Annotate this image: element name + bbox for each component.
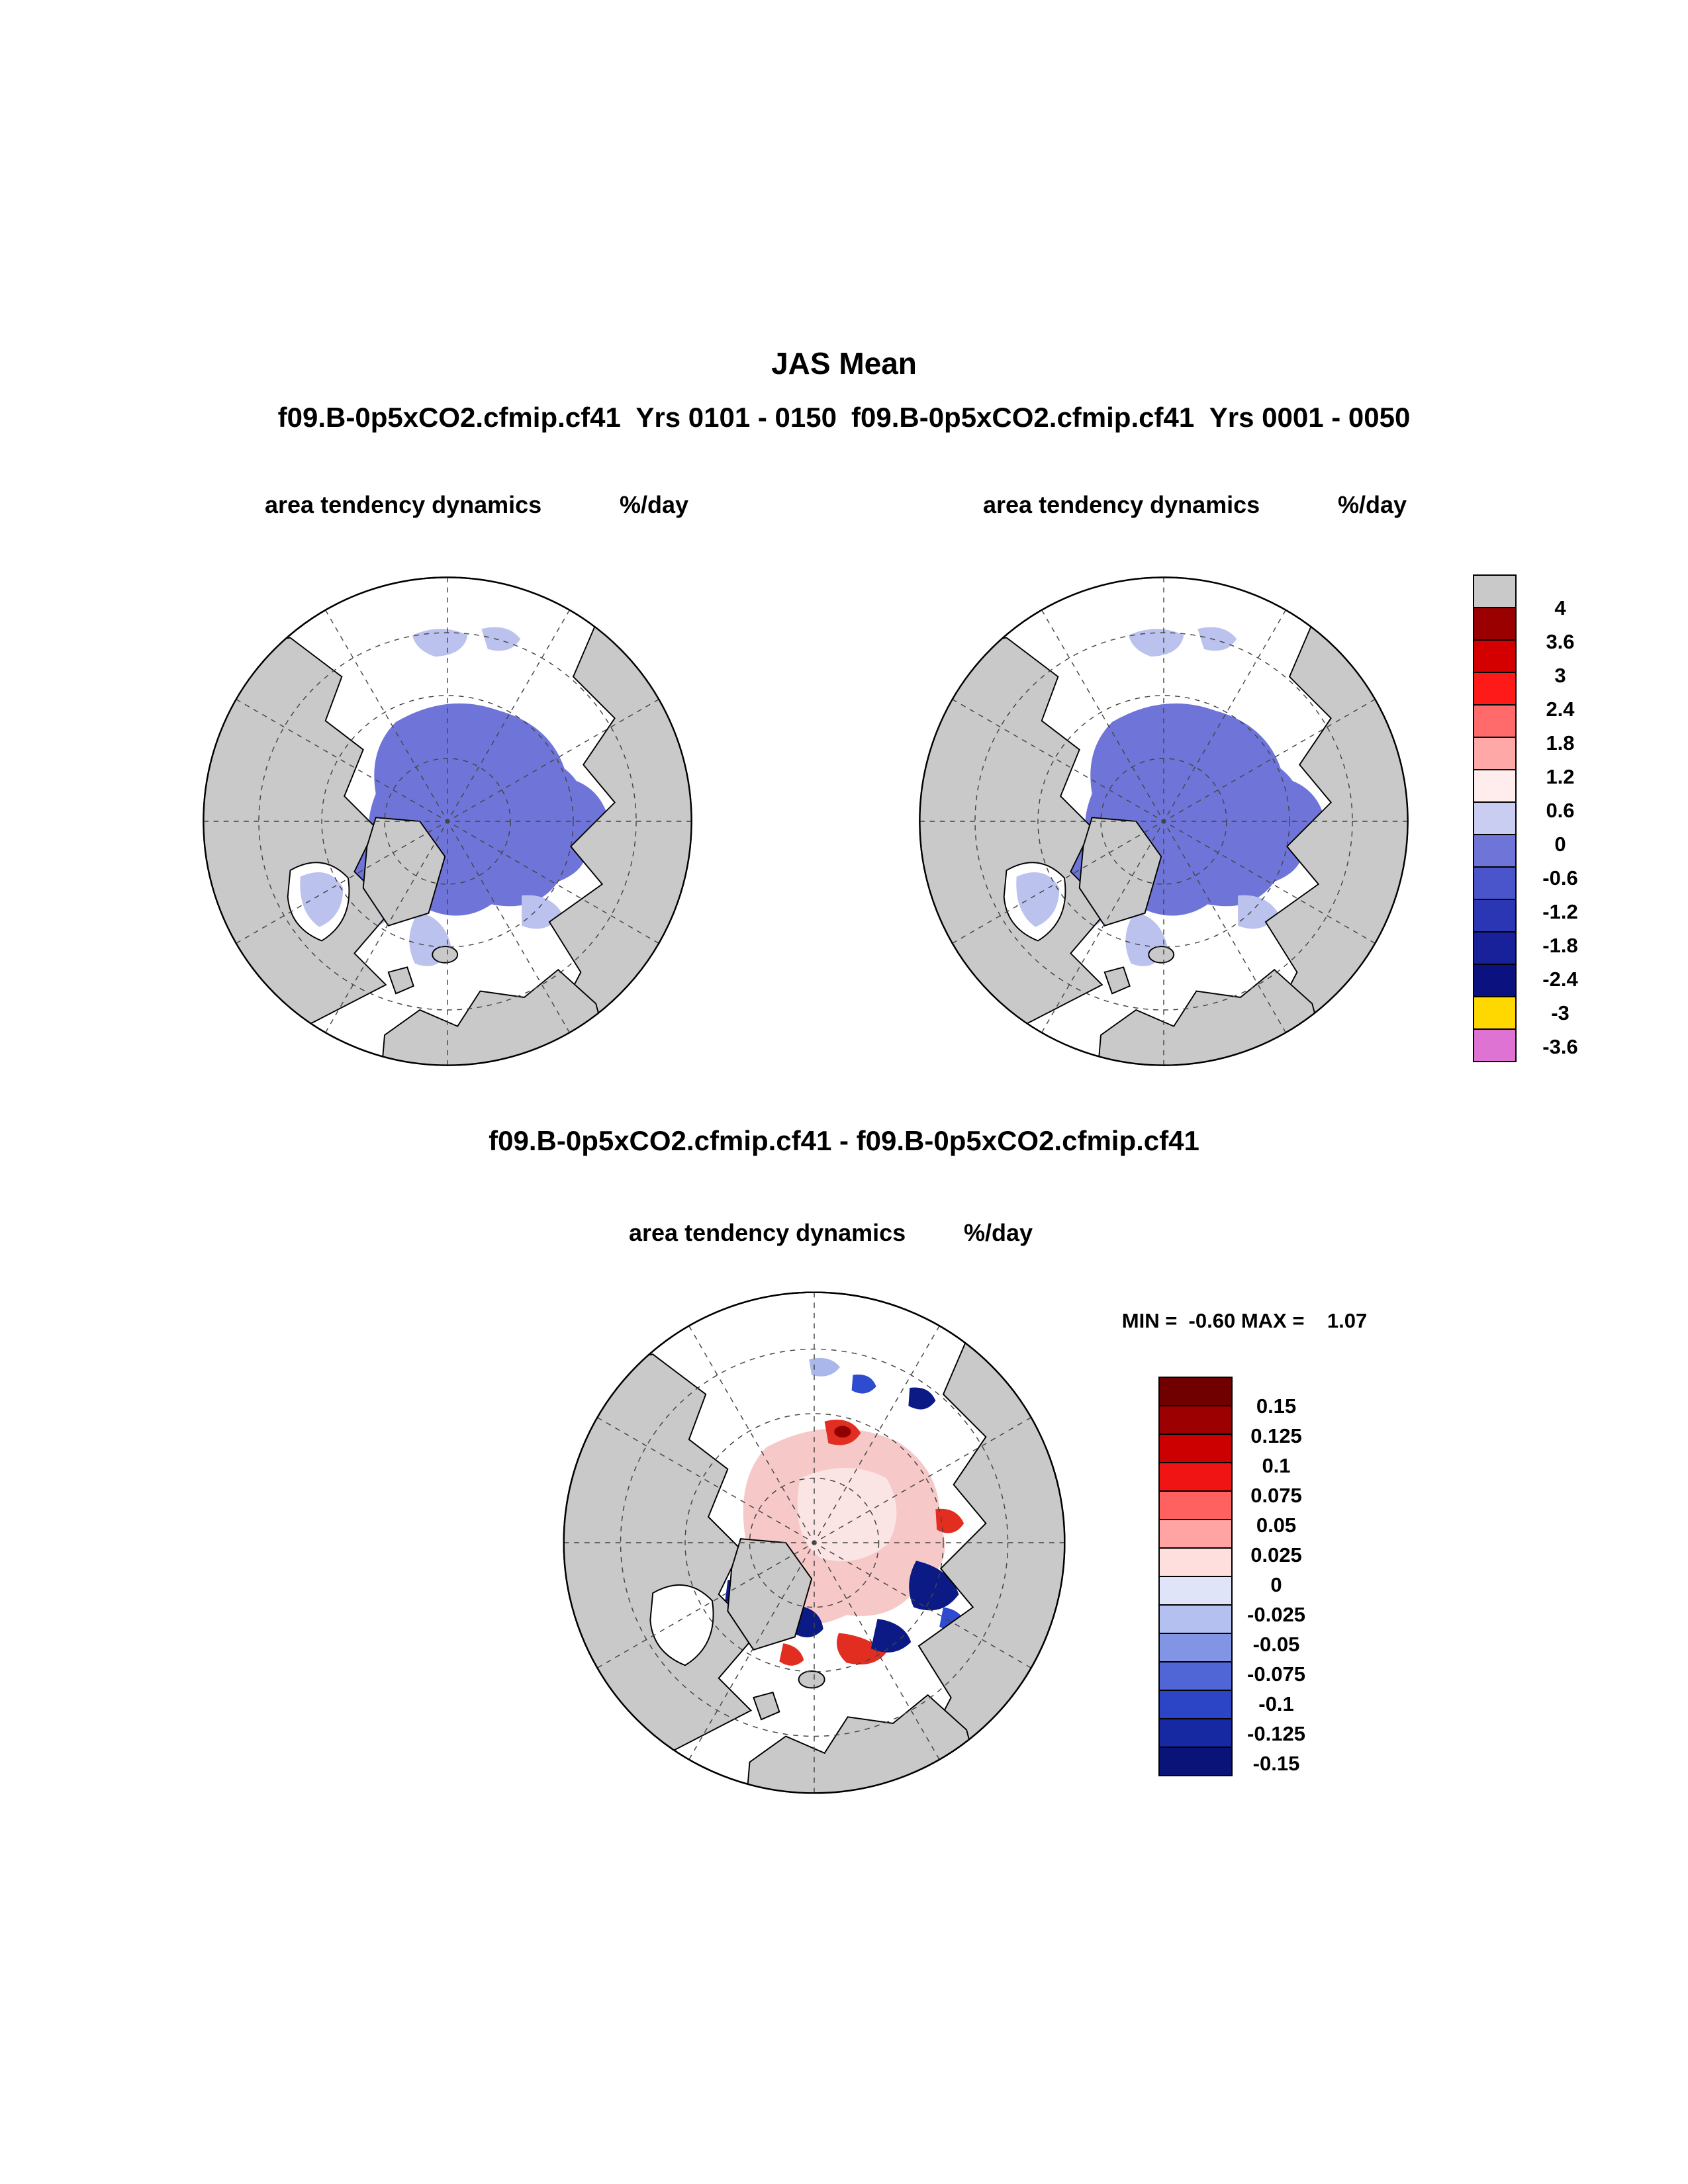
colorbar-box	[1158, 1747, 1233, 1776]
colorbar-label: 1.8	[1546, 731, 1575, 754]
colorbar-box	[1473, 801, 1517, 835]
colorbar-box	[1158, 1490, 1233, 1520]
colorbar-box	[1473, 834, 1517, 868]
colorbar-box	[1473, 737, 1517, 770]
panel-diff-units: %/day	[963, 1219, 1033, 1246]
colorbar-label: -2.4	[1542, 968, 1578, 991]
colorbar-label: 0.1	[1262, 1454, 1291, 1477]
colorbar-box	[1473, 704, 1517, 738]
colorbar-box	[1473, 1028, 1517, 1062]
colorbar-label: -0.15	[1252, 1752, 1300, 1775]
panel-diff-title: area tendency dynamics	[629, 1219, 906, 1246]
colorbar-box	[1473, 607, 1517, 641]
colorbar-box	[1473, 769, 1517, 803]
colorbar-box	[1158, 1661, 1233, 1691]
colorbar-label: -1.2	[1542, 900, 1578, 923]
colorbar-label: 3	[1554, 664, 1566, 687]
colorbar-main: 4 3.6 3 2.4 1.8 1.2 0.6 0 -0.6 -1.2 -1.8 -2.4 -3 -3.6	[1473, 574, 1578, 1062]
min-max-stats: MIN = -0.60 MAX = 1.07	[1121, 1309, 1368, 1332]
diff-heading: f09.B-0p5xCO2.cfmip.cf41 - f09.B-0p5xCO2…	[489, 1125, 1199, 1156]
colorbar-box	[1473, 866, 1517, 900]
colorbar-box	[1473, 899, 1517, 933]
colorbar-label: 0	[1270, 1573, 1282, 1596]
map-difference	[556, 1285, 1072, 1801]
colorbar-box	[1158, 1519, 1233, 1549]
colorbar-label: -1.8	[1542, 934, 1578, 957]
colorbar-box	[1158, 1633, 1233, 1662]
colorbar-label: -0.075	[1247, 1662, 1305, 1686]
colorbar-label: -3.6	[1542, 1035, 1578, 1058]
page-title: JAS Mean	[771, 346, 917, 381]
colorbar-label: 0.025	[1250, 1543, 1302, 1567]
panel-right-units: %/day	[1337, 491, 1407, 518]
map-case-right	[912, 570, 1415, 1073]
colorbar-box	[1158, 1462, 1233, 1492]
colorbar-label: -0.6	[1542, 866, 1578, 889]
colorbar-box	[1473, 931, 1517, 965]
colorbar-box	[1473, 672, 1517, 705]
colorbar-label: 0.05	[1256, 1514, 1297, 1537]
case-subtitle: f09.B-0p5xCO2.cfmip.cf41 Yrs 0101 - 0150…	[0, 402, 1688, 433]
colorbar-box	[1158, 1690, 1233, 1719]
colorbar-box	[1158, 1604, 1233, 1634]
colorbar-box	[1158, 1547, 1233, 1577]
panel-header-right: area tendency dynamics %/day	[884, 491, 1446, 519]
colorbar-box	[1473, 574, 1517, 608]
panel-header-left: area tendency dynamics %/day	[165, 491, 728, 519]
panel-header-diff: area tendency dynamics %/day	[530, 1219, 1059, 1247]
colorbar-label: 3.6	[1546, 630, 1575, 653]
colorbar-label: 0.15	[1256, 1394, 1297, 1418]
colorbar-box	[1158, 1718, 1233, 1748]
colorbar-label: -0.025	[1247, 1603, 1305, 1626]
colorbar-box	[1158, 1405, 1233, 1435]
colorbar-box	[1158, 1433, 1233, 1463]
colorbar-box	[1473, 996, 1517, 1030]
colorbar-label: 0.6	[1546, 799, 1575, 822]
colorbar-box	[1473, 964, 1517, 997]
panel-left-title: area tendency dynamics	[265, 491, 542, 518]
map-case-left	[196, 570, 699, 1073]
colorbar-box	[1473, 639, 1517, 673]
colorbar-box	[1158, 1576, 1233, 1606]
colorbar-label: 4	[1554, 596, 1566, 619]
colorbar-label: -3	[1551, 1001, 1570, 1024]
colorbar-label: -0.125	[1247, 1722, 1305, 1745]
colorbar-label: -0.05	[1252, 1633, 1300, 1656]
colorbar-label: -0.1	[1258, 1692, 1294, 1715]
panel-left-units: %/day	[619, 491, 688, 518]
panel-right-title: area tendency dynamics	[983, 491, 1260, 518]
colorbar-label: 2.4	[1546, 698, 1575, 721]
colorbar-label: 0	[1554, 833, 1566, 856]
colorbar-diff: 0.15 0.125 0.1 0.075 0.05 0.025 0 -0.025 -0.05 -0…	[1158, 1377, 1305, 1776]
colorbar-label: 0.125	[1250, 1424, 1302, 1447]
colorbar-label: 1.2	[1546, 765, 1575, 788]
colorbar-box	[1158, 1377, 1233, 1406]
case-right-label: f09.B-0p5xCO2.cfmip.cf41 Yrs 0001 - 0050	[851, 402, 1411, 433]
case-left-label: f09.B-0p5xCO2.cfmip.cf41 Yrs 0101 - 0150	[277, 402, 837, 433]
colorbar-label: 0.075	[1250, 1484, 1302, 1507]
